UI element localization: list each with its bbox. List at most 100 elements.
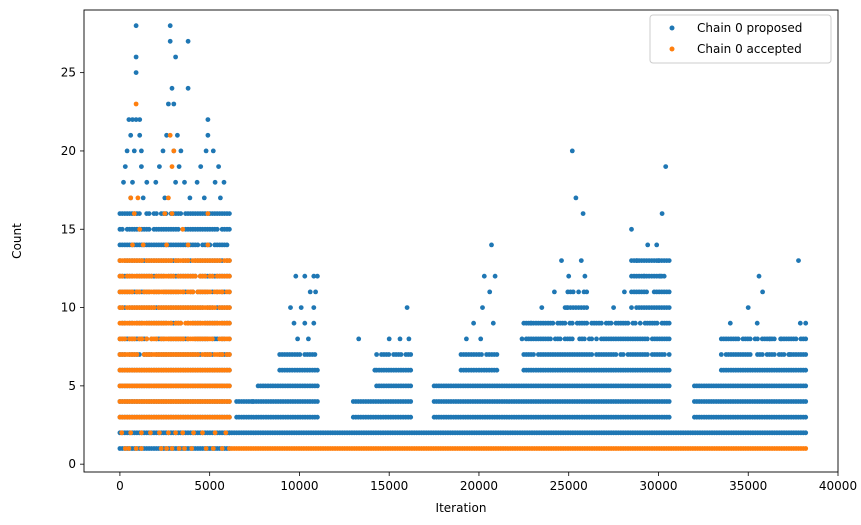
data-point <box>656 258 661 263</box>
data-point <box>131 211 137 217</box>
data-point <box>315 399 320 404</box>
x-tick-label: 35000 <box>729 479 767 493</box>
data-point <box>164 132 170 138</box>
data-point <box>168 258 174 263</box>
data-point <box>464 336 469 342</box>
data-point <box>171 101 177 107</box>
data-point <box>302 320 308 326</box>
y-tick-label: 20 <box>61 144 76 158</box>
data-point <box>747 352 753 357</box>
data-point <box>154 336 159 342</box>
data-point <box>584 289 590 295</box>
data-point <box>210 446 216 451</box>
data-point <box>166 101 171 107</box>
series-1 <box>117 101 809 451</box>
data-point <box>162 211 168 217</box>
x-tick-label: 0 <box>116 479 124 493</box>
data-point <box>781 352 787 357</box>
data-point <box>227 399 232 404</box>
data-point <box>130 117 135 122</box>
data-point <box>130 179 135 185</box>
data-point <box>207 352 213 357</box>
data-point <box>661 273 667 279</box>
data-point <box>494 352 500 357</box>
data-point <box>133 23 139 29</box>
data-point <box>200 430 205 436</box>
data-point <box>408 414 414 420</box>
data-point <box>398 352 404 357</box>
data-point <box>133 54 139 60</box>
data-point <box>191 430 196 436</box>
data-point <box>185 85 191 91</box>
data-point <box>718 352 724 357</box>
data-point <box>187 195 193 201</box>
data-point <box>128 430 134 436</box>
data-point <box>119 430 125 436</box>
data-point <box>149 273 154 279</box>
data-point <box>212 430 218 436</box>
data-point <box>490 320 496 326</box>
data-point <box>167 38 173 44</box>
data-point <box>176 446 182 451</box>
data-point <box>519 336 525 342</box>
data-point <box>489 242 494 248</box>
data-point <box>144 179 150 185</box>
data-point <box>666 320 672 326</box>
data-point <box>666 352 672 357</box>
data-point <box>185 242 191 248</box>
data-point <box>767 336 773 342</box>
legend: Chain 0 proposed Chain 0 accepted <box>649 14 832 64</box>
data-point <box>180 289 186 295</box>
data-point <box>122 446 128 451</box>
data-point <box>167 23 173 29</box>
x-tick-label: 30000 <box>639 479 677 493</box>
data-point <box>291 320 297 326</box>
data-point <box>644 289 649 295</box>
data-point <box>128 132 134 138</box>
data-point <box>569 336 575 342</box>
data-point <box>132 336 137 342</box>
data-point <box>139 430 144 436</box>
data-point <box>797 320 803 326</box>
data-point <box>160 148 166 154</box>
data-point <box>796 258 801 263</box>
data-point <box>227 226 232 232</box>
data-point <box>153 179 159 185</box>
data-point <box>135 195 141 201</box>
legend-label-proposed: Chain 0 proposed <box>697 21 802 35</box>
data-point <box>408 399 414 404</box>
data-point <box>793 336 799 342</box>
data-point <box>178 320 184 326</box>
data-point <box>803 320 809 326</box>
data-point <box>645 352 650 357</box>
data-point <box>227 320 232 326</box>
x-tick-label: 25000 <box>550 479 588 493</box>
data-point <box>747 336 753 342</box>
data-point <box>151 305 157 310</box>
data-point <box>625 320 631 326</box>
data-point <box>754 320 760 326</box>
data-point <box>404 305 410 310</box>
data-point <box>162 195 168 201</box>
data-point <box>356 336 362 342</box>
y-tick-label: 25 <box>61 66 76 80</box>
data-point <box>632 320 638 326</box>
data-point <box>666 383 672 389</box>
data-point <box>173 54 179 60</box>
data-point <box>408 383 414 389</box>
data-point <box>803 367 809 373</box>
data-point <box>666 414 672 420</box>
data-point <box>207 289 213 295</box>
data-point <box>139 148 144 154</box>
data-point <box>212 179 218 185</box>
data-point <box>803 383 809 389</box>
data-point <box>295 336 300 342</box>
data-point <box>205 211 211 217</box>
data-point <box>192 273 198 279</box>
data-point <box>158 446 164 451</box>
data-point <box>131 148 137 154</box>
data-point <box>180 226 186 232</box>
data-point <box>122 336 128 342</box>
data-point <box>195 352 201 357</box>
data-point <box>315 273 320 279</box>
